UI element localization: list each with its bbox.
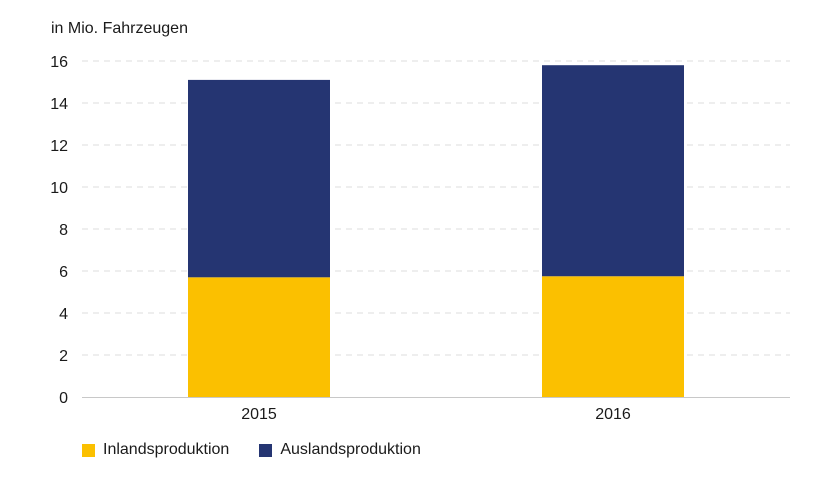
legend-swatch-inland — [82, 443, 95, 457]
bar-2015-series-0 — [188, 277, 330, 397]
y-tick-label: 16 — [50, 54, 68, 71]
gridlines — [82, 60, 790, 356]
y-tick-label: 0 — [59, 390, 68, 407]
legend-label-ausland: Auslandsproduktion — [280, 441, 421, 458]
y-tick-label: 12 — [50, 138, 68, 155]
bar-2016-series-1 — [542, 65, 684, 277]
y-tick-label: 14 — [50, 96, 68, 113]
legend-item-inland: Inlandsproduktion — [82, 441, 229, 459]
y-tick-label: 2 — [59, 348, 68, 365]
x-tick-label: 2016 — [595, 406, 631, 423]
bar-2016-series-0 — [542, 276, 684, 397]
bars — [188, 65, 684, 397]
x-tick-label: 2015 — [241, 406, 277, 423]
y-tick-label: 6 — [59, 264, 68, 281]
y-tick-label: 10 — [50, 180, 68, 197]
y-tick-label: 4 — [59, 306, 68, 323]
bar-2015-series-1 — [188, 79, 330, 278]
legend-swatch-ausland — [259, 443, 273, 457]
legend-label-inland: Inlandsproduktion — [103, 441, 230, 458]
legend: Inlandsproduktion Auslandsproduktion — [82, 441, 451, 459]
y-tick-label: 8 — [59, 222, 68, 239]
axes: 0 2 4 6 8 10 12 14 16 2015 2016 — [50, 54, 790, 423]
y-axis-unit-label: in Mio. Fahrzeugen — [51, 20, 188, 37]
legend-item-ausland: Auslandsproduktion — [259, 441, 421, 459]
